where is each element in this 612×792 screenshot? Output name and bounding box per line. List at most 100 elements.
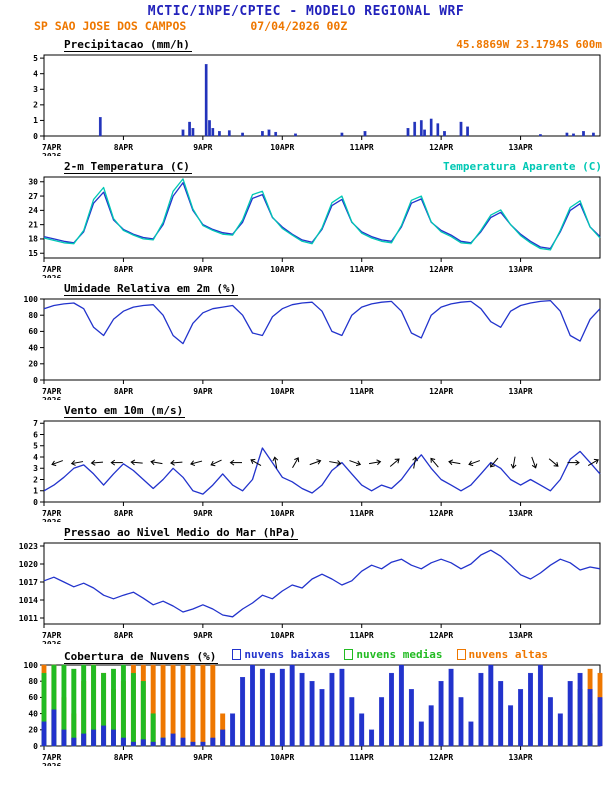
bar <box>210 664 216 747</box>
legend-label: nuvens baixas <box>244 648 331 661</box>
y-tick-label: 0 <box>33 742 38 751</box>
precipitation-chart: 0 1 2 3 4 5 7APR2026 8APR 9APR 10APR 11APR 12APR 13A… <box>33 54 601 156</box>
panel-clouds: Cobertura de Nuvens (%) nuvens baixas nu… <box>0 648 612 766</box>
plot-frame <box>43 420 601 503</box>
bar <box>61 729 67 747</box>
series-line <box>43 447 601 495</box>
x-tick-label: 9APR <box>193 631 212 640</box>
bar <box>557 713 563 747</box>
bar <box>160 664 166 747</box>
bar <box>210 737 216 747</box>
x-tick-label: 9APR <box>193 265 212 274</box>
station-name: SP SAO JOSE DOS CAMPOS <box>34 19 187 33</box>
bar <box>120 664 126 747</box>
y-tick-label: 1020 <box>19 560 38 569</box>
y-tick-label: 15 <box>28 249 38 258</box>
bar <box>130 672 136 747</box>
y-tick-label: 21 <box>28 220 38 229</box>
x-tick-label: 7APR <box>42 143 61 152</box>
panel-precipitation-header: Precipitacao (mm/h) 45.8869W 23.1794S 60… <box>64 38 602 52</box>
page-subtitle: SP SAO JOSE DOS CAMPOS 07/04/2026 00Z <box>0 19 612 34</box>
legend-nuvens-altas: nuvens altas <box>456 648 548 661</box>
bar <box>240 677 246 747</box>
y-tick-label: 7 <box>33 419 38 428</box>
clouds-chart: 0 20 40 60 80 100 7APR2026 8APR 9APR 10APR 11APR 12… <box>24 662 603 766</box>
x-tick-label: 12APR <box>429 143 453 152</box>
wind-barb <box>292 457 300 469</box>
x-tick-label: 13APR <box>509 387 533 396</box>
y-tick-label: 80 <box>28 677 38 686</box>
axes <box>40 420 601 506</box>
bar <box>211 128 215 137</box>
bar <box>587 689 593 747</box>
bar <box>438 681 444 747</box>
wind-barb <box>309 459 322 466</box>
x-tick-label: 7APR <box>42 631 61 640</box>
bar <box>443 131 446 137</box>
bar <box>269 672 275 747</box>
x-tick-label: 8APR <box>114 753 133 762</box>
series-velocidade-do-vento <box>43 447 601 495</box>
x-tick-label: 12APR <box>429 265 453 274</box>
bar <box>539 134 542 137</box>
plot-frame <box>43 54 601 137</box>
bar <box>41 721 47 747</box>
panel-humidity-header: Umidade Relativa em 2m (%) <box>64 282 602 296</box>
legend-label: nuvens altas <box>468 648 548 661</box>
x-tick-label: 12APR <box>429 753 453 762</box>
y-tick-label: 6 <box>33 430 38 439</box>
x-year-label: 2026 <box>42 762 61 766</box>
y-tick-label: 27 <box>28 192 38 201</box>
x-tick-label: 7APR <box>42 509 61 518</box>
bar <box>259 668 265 747</box>
bar <box>597 697 603 747</box>
wind-chart: 0 1 2 3 4 5 6 7 7APR2026 8APR 9APR 10APR 11APR 12APR 1… <box>33 419 601 522</box>
bar <box>267 129 271 137</box>
y-tick-label: 1017 <box>19 578 38 587</box>
y-tick-label: 4 <box>33 69 38 78</box>
x-tick-label: 10APR <box>270 753 294 762</box>
apparent-temperature-label: Temperatura Aparente (C) <box>443 160 602 173</box>
bar <box>230 713 236 747</box>
x-tick-label: 10APR <box>270 143 294 152</box>
bar <box>111 729 116 747</box>
wind-barb <box>412 456 418 469</box>
x-tick-label: 9APR <box>193 143 212 152</box>
wind-barb <box>531 456 538 469</box>
y-tick-label: 1023 <box>19 542 38 551</box>
x-tick-label: 7APR <box>42 753 61 762</box>
x-year-label: 2026 <box>42 518 61 522</box>
bar <box>369 729 375 747</box>
wind-barb <box>369 459 382 466</box>
y-tick-label: 4 <box>33 453 38 462</box>
panel-wind-header: Vento em 10m (m/s) <box>64 404 602 418</box>
wind-barb <box>510 456 517 469</box>
bar <box>565 132 569 137</box>
x-tick-label: 7APR <box>42 387 61 396</box>
x-tick-label: 13APR <box>509 631 533 640</box>
y-tick-label: 5 <box>33 54 38 63</box>
y-tick-label: 0 <box>33 498 38 507</box>
x-tick-label: 10APR <box>270 631 294 640</box>
x-year-label: 2026 <box>42 274 61 278</box>
bar <box>458 697 464 747</box>
legend-label: nuvens medias <box>356 648 443 661</box>
bar <box>241 132 244 137</box>
bar <box>180 664 186 747</box>
bar <box>436 123 440 137</box>
series-line <box>43 182 601 250</box>
bar <box>188 121 191 137</box>
wind-barb <box>110 459 123 466</box>
x-tick-label: 13APR <box>509 143 533 152</box>
bar <box>191 128 195 137</box>
bar <box>150 713 156 747</box>
panel-pressure-header: Pressao ao Nivel Medio do Mar (hPa) <box>64 526 602 540</box>
bar <box>592 132 595 137</box>
bar <box>518 689 524 747</box>
x-tick-label: 8APR <box>114 265 133 274</box>
panel-clouds-header: Cobertura de Nuvens (%) nuvens baixas nu… <box>64 648 602 664</box>
bar <box>208 120 211 137</box>
plot-frame <box>43 542 601 625</box>
bar <box>547 697 553 747</box>
bar <box>81 733 87 747</box>
